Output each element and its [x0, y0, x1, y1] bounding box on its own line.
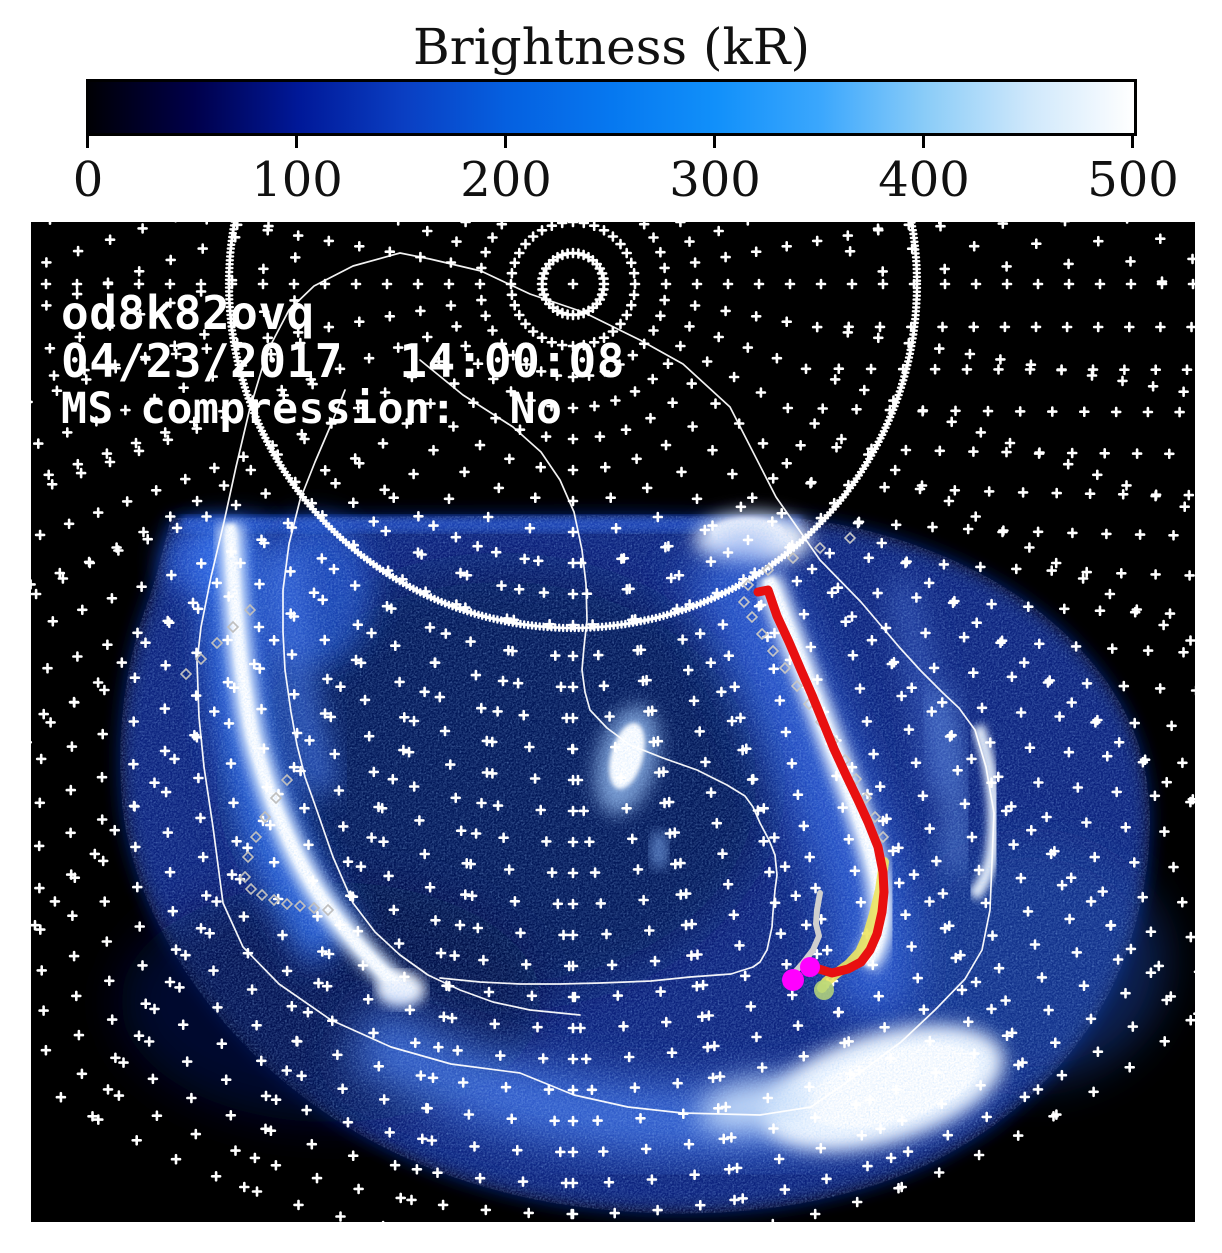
contour-lines — [196, 252, 995, 1116]
magenta-dot-1 — [782, 969, 804, 991]
ms-compression-label: MS compression: No — [61, 384, 563, 434]
endpoint-dots — [782, 957, 834, 1000]
footprint-blob-green — [814, 980, 834, 1000]
aurora-image-canvas — [31, 222, 1195, 1222]
colorbar-tick — [86, 133, 89, 148]
magenta-dot-2 — [800, 957, 820, 977]
colorbar-title: Brightness (kR) — [413, 18, 810, 76]
colorbar-tick-label: 0 — [72, 152, 104, 208]
aurora-image: od8k82ovq 04/23/2017 14:00:08 MS compres… — [31, 222, 1195, 1222]
colorbar-tick-label: 100 — [251, 152, 343, 208]
colorbar-tick — [713, 133, 716, 148]
diamond-chain-left-upper — [179, 603, 257, 681]
colorbar-gradient — [89, 82, 1134, 133]
contour-mid — [419, 359, 778, 985]
diamond-chain-left-lower — [238, 773, 335, 917]
yellow-track — [817, 857, 889, 993]
colorbar-tick — [504, 133, 507, 148]
coordinate-grid — [31, 222, 1195, 1222]
datetime-label: 04/23/2017 14:00:08 — [61, 334, 625, 388]
colorbar-tick-label: 200 — [460, 152, 552, 208]
contour-oval-inner — [282, 389, 581, 1016]
dense-ring-marks — [224, 222, 922, 633]
observation-id-label: od8k82ovq — [61, 286, 315, 340]
colorbar-tick — [295, 133, 298, 148]
red-track — [753, 585, 889, 978]
colorbar-tick — [1131, 133, 1134, 148]
colorbar-tick — [922, 133, 925, 148]
colorbar-tick-label: 300 — [669, 152, 761, 208]
colorbar — [86, 79, 1137, 136]
grid-plus-marks — [31, 222, 1195, 1222]
contour-oval-outer — [196, 252, 995, 1116]
colorbar-tick-label: 500 — [1087, 152, 1179, 208]
colorbar-tick-label: 400 — [878, 152, 970, 208]
